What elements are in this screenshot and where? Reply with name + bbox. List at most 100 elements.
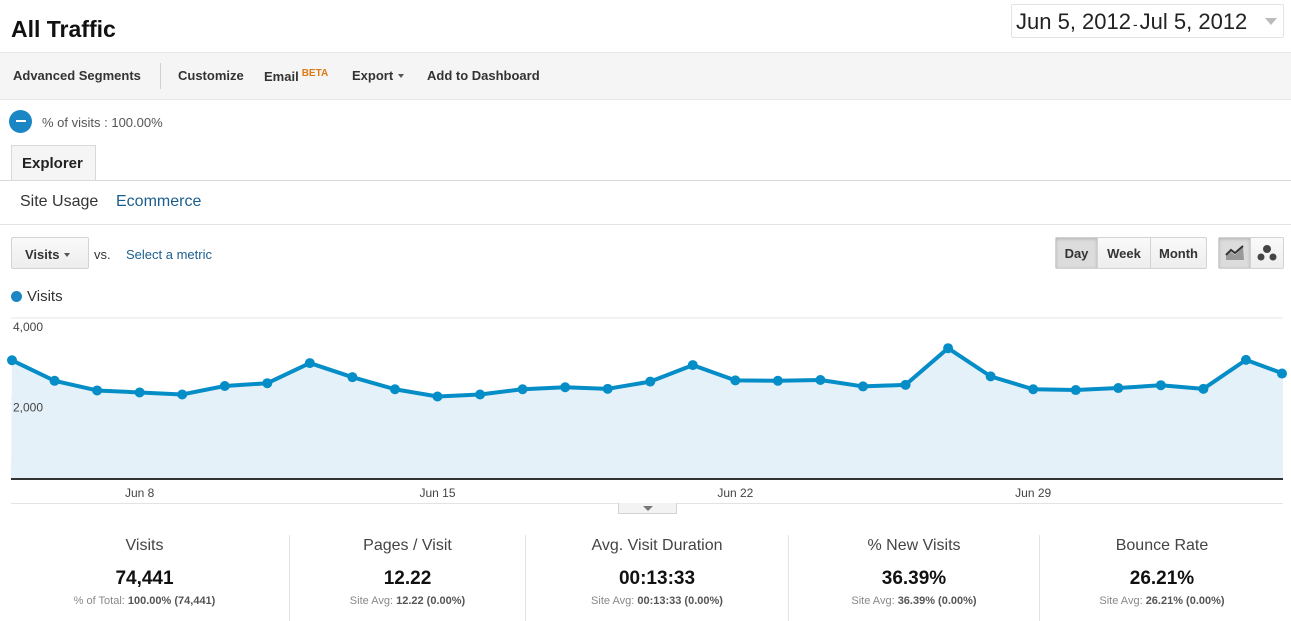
select-metric-link[interactable]: Select a metric bbox=[126, 247, 212, 262]
data-point[interactable] bbox=[1198, 383, 1209, 394]
stat-value: 74,441 bbox=[115, 568, 174, 589]
summary-stat[interactable]: % New Visits 36.39% Site Avg: 36.39% (0.00… bbox=[789, 535, 1039, 621]
segment-pie-icon bbox=[9, 110, 32, 133]
stat-value: 00:13:33 bbox=[618, 568, 696, 589]
series-area bbox=[11, 348, 1283, 479]
data-point[interactable] bbox=[475, 389, 486, 400]
x-tick-label: Jun 15 bbox=[419, 486, 455, 500]
summary-stat[interactable]: Pages / Visit 12.22 Site Avg: 12.22 (0.00%… bbox=[290, 535, 525, 621]
data-point[interactable] bbox=[7, 355, 17, 366]
line-chart-icon bbox=[1224, 245, 1244, 260]
stat-value: 36.39% bbox=[881, 568, 947, 589]
date-range-picker[interactable]: Jun 5, 2012 -Jul 5, 2012 bbox=[1011, 4, 1284, 38]
summary-stat[interactable]: Avg. Visit Duration 00:13:33 Site Avg: 00:… bbox=[526, 535, 788, 621]
period-day-button[interactable]: Day bbox=[1056, 238, 1098, 268]
data-point[interactable] bbox=[1028, 384, 1039, 395]
add-to-dashboard-button[interactable]: Add to Dashboard bbox=[427, 68, 540, 83]
date-range-end: Jul 5, 2012 bbox=[1139, 9, 1248, 34]
stat-value: 12.22 bbox=[383, 568, 432, 589]
chevron-down-icon bbox=[64, 253, 71, 257]
stat-sub-value: 00:13:33 (0.00%) bbox=[637, 595, 723, 607]
export-label: Export bbox=[352, 68, 394, 83]
data-point[interactable] bbox=[134, 387, 145, 398]
stat-divider bbox=[1039, 535, 1040, 621]
data-point[interactable] bbox=[177, 389, 188, 400]
report-toolbar: Advanced Segments Customize Email BETA Ex… bbox=[0, 52, 1291, 100]
visits-line-chart[interactable]: 4,000 2,000 Jun 8 Jun 15 Jun 22 Jun 29 bbox=[0, 310, 1291, 502]
y-tick-label: 4,000 bbox=[13, 320, 43, 334]
motion-chart-view-button[interactable] bbox=[1251, 238, 1283, 268]
export-button[interactable]: Export bbox=[352, 68, 405, 83]
legend-label: Visits bbox=[27, 288, 63, 305]
data-point[interactable] bbox=[772, 375, 783, 386]
stat-sub-prefix: Site Avg: bbox=[851, 595, 895, 607]
x-tick-label: Jun 29 bbox=[1015, 486, 1051, 500]
summary-stat[interactable]: Bounce Rate 26.21% Site Avg: 26.21% (0.00%… bbox=[1040, 535, 1284, 621]
chevron-down-icon bbox=[398, 74, 405, 78]
y-tick-label: 2,000 bbox=[13, 401, 43, 415]
data-point[interactable] bbox=[49, 375, 60, 386]
data-point[interactable] bbox=[1277, 368, 1287, 379]
data-point[interactable] bbox=[560, 382, 571, 393]
metric-dropdown-label: Visits bbox=[25, 247, 60, 262]
stat-sub-prefix: Site Avg: bbox=[349, 595, 394, 607]
stat-subtext: Site Avg: 00:13:33 (0.00%) bbox=[526, 595, 788, 607]
tab-explorer[interactable]: Explorer bbox=[11, 145, 96, 181]
subtab-divider bbox=[0, 224, 1291, 225]
data-point[interactable] bbox=[687, 360, 698, 371]
stat-sub-prefix: Site Avg: bbox=[1099, 595, 1143, 607]
email-button[interactable]: Email BETA bbox=[264, 68, 328, 84]
stat-label: Visits bbox=[125, 537, 164, 554]
data-point[interactable] bbox=[304, 358, 315, 369]
stat-sub-prefix: % of Total: bbox=[73, 595, 125, 607]
subtab-ecommerce[interactable]: Ecommerce bbox=[116, 193, 202, 210]
data-point[interactable] bbox=[219, 381, 230, 392]
data-point[interactable] bbox=[432, 391, 443, 402]
chevron-down-icon[interactable] bbox=[1265, 18, 1277, 25]
data-point[interactable] bbox=[1113, 383, 1124, 394]
data-point[interactable] bbox=[602, 383, 613, 394]
data-point[interactable] bbox=[262, 378, 273, 389]
stat-label: Bounce Rate bbox=[1115, 537, 1209, 554]
stat-divider bbox=[289, 535, 290, 621]
data-point[interactable] bbox=[943, 343, 954, 354]
data-point[interactable] bbox=[645, 376, 656, 387]
stat-divider bbox=[788, 535, 789, 621]
subtab-site-usage[interactable]: Site Usage bbox=[20, 193, 99, 210]
stat-value: 26.21% bbox=[1129, 568, 1195, 589]
data-point[interactable] bbox=[985, 371, 996, 382]
page-title: All Traffic bbox=[11, 16, 116, 42]
data-point[interactable] bbox=[1240, 354, 1251, 365]
data-point[interactable] bbox=[1070, 385, 1081, 396]
tab-divider bbox=[0, 180, 1291, 181]
stat-sub-value: 26.21% (0.00%) bbox=[1145, 595, 1225, 607]
period-week-button[interactable]: Week bbox=[1098, 238, 1151, 268]
data-point[interactable] bbox=[730, 375, 741, 386]
data-point[interactable] bbox=[92, 385, 103, 396]
stat-subtext: Site Avg: 12.22 (0.00%) bbox=[290, 595, 525, 607]
x-tick-label: Jun 22 bbox=[717, 486, 753, 500]
data-point[interactable] bbox=[1155, 380, 1166, 391]
vs-label: vs. bbox=[94, 247, 111, 262]
customize-button[interactable]: Customize bbox=[178, 68, 244, 83]
date-range-start: Jun 5, 2012 bbox=[1016, 9, 1131, 34]
toolbar-divider bbox=[160, 63, 161, 89]
data-point[interactable] bbox=[347, 372, 358, 383]
data-point[interactable] bbox=[858, 381, 868, 392]
summary-stat[interactable]: Visits 74,441 % of Total: 100.00% (74,441) bbox=[11, 535, 278, 621]
motion-chart-icon bbox=[1257, 245, 1277, 261]
collapse-chart-toggle[interactable] bbox=[618, 503, 677, 514]
data-point[interactable] bbox=[900, 379, 911, 390]
advanced-segments-button[interactable]: Advanced Segments bbox=[13, 68, 141, 83]
data-point[interactable] bbox=[517, 384, 528, 395]
data-point[interactable] bbox=[389, 384, 400, 395]
metric-dropdown[interactable]: Visits bbox=[11, 237, 89, 269]
stat-sub-value: 12.22 (0.00%) bbox=[396, 595, 466, 607]
beta-badge: BETA bbox=[301, 68, 329, 79]
segment-label: % of visits : 100.00% bbox=[42, 115, 163, 130]
period-month-button[interactable]: Month bbox=[1159, 246, 1198, 261]
stat-label: % New Visits bbox=[867, 537, 961, 554]
data-point[interactable] bbox=[815, 374, 826, 385]
chart-legend: Visits bbox=[11, 288, 63, 305]
line-chart-view-button[interactable] bbox=[1219, 238, 1252, 268]
